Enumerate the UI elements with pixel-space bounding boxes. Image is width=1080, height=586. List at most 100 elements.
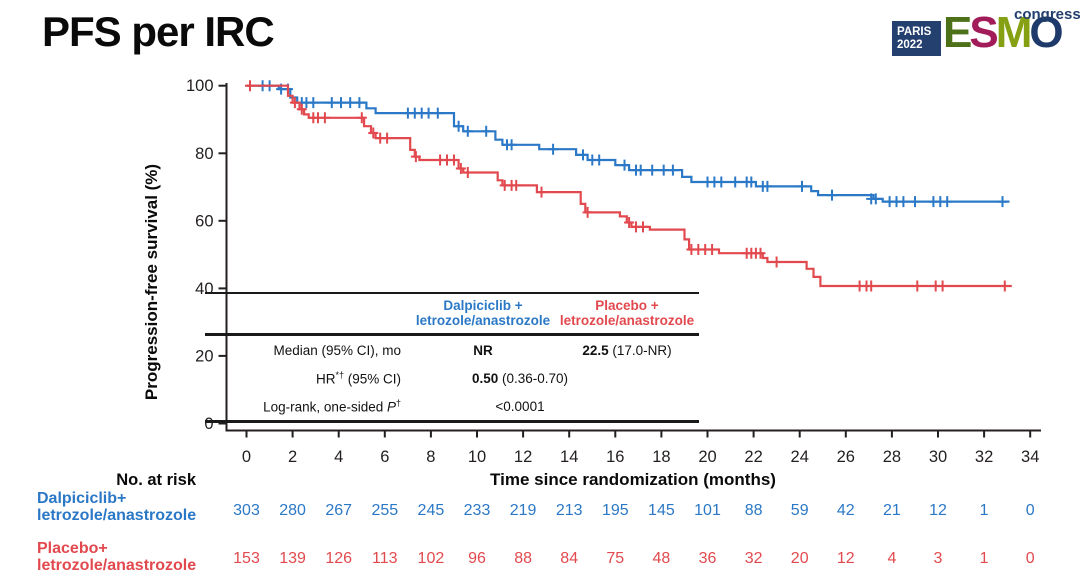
x-tick-label: 2 <box>288 448 297 466</box>
x-tick-label: 26 <box>837 448 855 466</box>
at-risk-count: 267 <box>325 502 353 519</box>
at-risk-label-dalpiciclib-line2: letrozole/anastrozole <box>37 507 197 524</box>
paris-2022-badge: PARIS 2022 <box>892 21 941 56</box>
hr-bold: 0.50 <box>471 370 499 386</box>
congress-label: congress <box>1014 6 1080 23</box>
at-risk-count: 303 <box>233 502 260 519</box>
at-risk-count: 145 <box>648 502 675 519</box>
y-tick-label: 20 <box>195 347 213 365</box>
x-tick-label: 14 <box>560 448 578 466</box>
at-risk-count: 59 <box>790 502 809 519</box>
hr-label-rest: (95% CI) <box>343 371 401 387</box>
x-tick-label: 12 <box>514 448 532 466</box>
y-tick-label: 100 <box>186 77 214 95</box>
stats-col-placebo-line2: letrozole/anastrozole <box>559 312 695 328</box>
x-tick-label: 30 <box>929 448 947 466</box>
page-title: PFS per IRC <box>42 8 275 55</box>
stats-row-median: Median (95% CI), mo NR 22.5 (17.0-NR) <box>205 336 699 364</box>
esmo-wordmark: ESMO <box>943 8 1064 57</box>
stats-col-placebo: Placebo + letrozole/anastrozole <box>555 298 699 328</box>
y-tick-label: 60 <box>195 212 213 230</box>
stats-label-median: Median (95% CI), mo <box>273 342 401 358</box>
at-risk-count: 88 <box>514 550 532 567</box>
logrank-label-main: Log-rank, one-sided <box>263 399 387 415</box>
at-risk-count: 75 <box>606 550 625 567</box>
at-risk-count: 1 <box>979 502 989 519</box>
esmo-letter: S <box>969 8 998 57</box>
at-risk-count: 139 <box>279 550 306 567</box>
stats-header-spacer <box>205 299 411 328</box>
x-tick-label: 16 <box>606 448 624 466</box>
median-dalpiciclib-value: NR <box>411 343 555 358</box>
stats-col-dalpiciclib-line2: letrozole/anastrozole <box>415 312 551 328</box>
median-placebo-value: 22.5 (17.0-NR) <box>555 343 699 358</box>
at-risk-count: 153 <box>233 550 260 567</box>
at-risk-count: 0 <box>1025 550 1035 567</box>
hr-value: 0.50 (0.36-0.70) <box>411 371 699 386</box>
y-tick-label: 0 <box>204 415 213 433</box>
at-risk-count: 20 <box>790 550 809 567</box>
at-risk-count: 88 <box>744 502 763 519</box>
at-risk-count: 219 <box>509 502 537 519</box>
x-tick-label: 10 <box>468 448 486 466</box>
stats-p-value: <0.0001 <box>495 398 545 414</box>
at-risk-count: 195 <box>601 502 629 519</box>
x-tick-label: 18 <box>652 448 670 466</box>
x-tick-label: 24 <box>791 448 809 466</box>
x-tick-label: 20 <box>698 448 716 466</box>
censor-marks-dalpiciclib <box>257 80 1008 208</box>
censor-marks-placebo <box>245 80 1010 292</box>
axes <box>218 83 1041 438</box>
badge-year: 2022 <box>897 38 923 51</box>
esmo-congress-logo: PARIS 2022 ESMO congress <box>892 6 1080 62</box>
stats-col-dalpiciclib-line1: Dalpiciclib + <box>443 298 523 313</box>
median-pbo-bold: 22.5 <box>582 342 609 358</box>
stats-label-logrank: Log-rank, one-sided P† <box>205 398 411 415</box>
x-tick-label: 4 <box>334 448 343 466</box>
stats-row-hr: HR*† (95% CI) 0.50 (0.36-0.70) <box>205 364 699 392</box>
hr-ci: (0.36-0.70) <box>498 370 569 386</box>
x-tick-label: 6 <box>380 448 389 466</box>
at-risk-count: 113 <box>372 550 398 567</box>
y-tick-label: 80 <box>195 145 213 163</box>
at-risk-count: 32 <box>744 550 763 567</box>
at-risk-count: 36 <box>698 550 717 567</box>
at-risk-count: 42 <box>836 502 855 519</box>
esmo-letter: E <box>943 8 972 57</box>
at-risk-count: 255 <box>371 502 399 519</box>
x-tick-label: 28 <box>883 448 901 466</box>
logrank-sup: † <box>395 397 401 408</box>
stats-col-placebo-line1: Placebo + <box>595 298 659 313</box>
at-risk-count: 280 <box>279 502 306 519</box>
hr-label-main: HR <box>315 371 336 387</box>
at-risk-label-dalpiciclib: Dalpiciclib+ letrozole/anastrozole <box>37 490 237 524</box>
at-risk-count: 102 <box>417 550 445 567</box>
stats-row-logrank: Log-rank, one-sided P† <0.0001 <box>205 392 699 420</box>
badge-city: PARIS <box>897 26 932 38</box>
stats-table: Dalpiciclib + letrozole/anastrozole Plac… <box>205 292 699 423</box>
at-risk-count: 101 <box>694 502 721 519</box>
at-risk-label-placebo-line1: Placebo+ <box>37 540 108 557</box>
x-tick-label: 22 <box>744 448 762 466</box>
x-axis-title: Time since randomization (months) <box>490 470 776 489</box>
at-risk-count: 245 <box>417 502 445 519</box>
at-risk-heading: No. at risk <box>116 471 196 489</box>
at-risk-label-placebo-line2: letrozole/anastrozole <box>37 557 197 574</box>
at-risk-count: 21 <box>882 502 901 519</box>
at-risk-count: 126 <box>325 550 353 567</box>
at-risk-count: 1 <box>979 550 989 567</box>
x-tick-label: 0 <box>242 448 251 466</box>
at-risk-count: 4 <box>887 550 897 567</box>
esmo-letter: M <box>995 8 1033 57</box>
median-dal-bold: NR <box>473 342 493 358</box>
km-curve-dalpiciclib <box>246 84 1010 203</box>
at-risk-label-placebo: Placebo+ letrozole/anastrozole <box>37 540 237 574</box>
stats-table-header: Dalpiciclib + letrozole/anastrozole Plac… <box>205 294 699 336</box>
x-tick-label: 32 <box>975 448 993 466</box>
x-tick-label: 34 <box>1021 448 1039 466</box>
at-risk-count: 48 <box>652 550 671 567</box>
at-risk-count: 12 <box>929 502 947 519</box>
at-risk-count: 0 <box>1025 502 1035 519</box>
